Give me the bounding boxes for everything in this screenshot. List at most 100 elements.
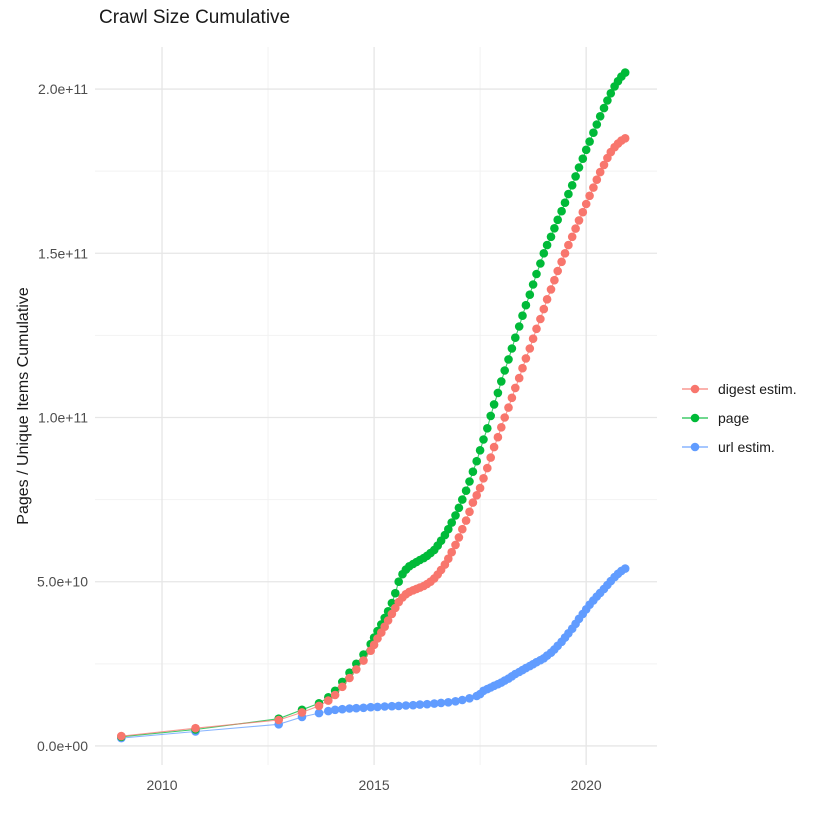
data-point-digest-estim [589, 183, 598, 192]
data-point-digest-estim [511, 383, 520, 393]
data-point-page [483, 424, 492, 433]
data-point-url-estim [324, 706, 333, 716]
data-point-digest-estim [504, 403, 513, 412]
data-point-page [468, 467, 478, 477]
data-point-page [394, 577, 404, 586]
data-point-digest-estim [479, 474, 488, 483]
data-point-digest-estim [507, 393, 517, 403]
data-point-digest-estim [500, 413, 510, 422]
data-point-digest-estim [345, 673, 354, 683]
grid-major [95, 47, 657, 765]
data-point-digest-estim [451, 540, 460, 550]
data-point-page [391, 588, 400, 598]
data-point-url-estim [408, 700, 418, 710]
y-axis-title: Pages / Unique Items Cumulative [15, 287, 32, 525]
data-point-digest-estim [571, 224, 580, 233]
data-point-digest-estim [338, 682, 347, 692]
data-point-digest-estim [330, 690, 340, 700]
x-tick-label: 2015 [359, 777, 390, 793]
data-point-url-estim [458, 695, 467, 705]
data-point-url-estim [430, 699, 439, 708]
data-point-page [479, 435, 488, 444]
data-point-page [500, 366, 510, 375]
data-point-digest-estim [536, 314, 545, 324]
data-point-page [528, 280, 538, 289]
data-point-page [599, 103, 609, 113]
data-point-digest-estim [532, 324, 541, 334]
data-point-page [542, 240, 552, 250]
data-point-page [511, 333, 520, 343]
data-point-page [550, 224, 559, 233]
data-point-page [518, 311, 527, 321]
data-point-page [560, 198, 570, 207]
data-point-digest-estim [117, 731, 126, 741]
data-point-digest-estim [542, 295, 552, 304]
axis-labels: 2010 2015 2020 0.0e+00 5.0e+10 1.0e+11 1.5e+11… [37, 81, 602, 793]
grid-minor [95, 47, 657, 765]
data-point-page [574, 163, 584, 172]
data-point-url-estim [401, 701, 411, 710]
data-point-digest-estim [274, 715, 284, 725]
data-point-digest-estim [447, 547, 457, 557]
data-point-digest-estim [620, 134, 630, 143]
data-point-page [585, 137, 594, 146]
data-point-digest-estim [359, 656, 368, 665]
data-point-digest-estim [352, 665, 361, 674]
data-point-digest-estim [497, 423, 506, 432]
y-tick-label: 2.0e+11 [38, 81, 88, 97]
data-point-page [521, 300, 531, 310]
data-point-digest-estim [454, 533, 464, 542]
data-point-digest-estim [521, 354, 531, 363]
legend-key-icon [682, 413, 708, 423]
data-point-page [497, 377, 506, 386]
data-point-url-estim [380, 702, 390, 711]
data-point-url-estim [465, 694, 474, 703]
y-tick-label: 1.0e+11 [38, 409, 88, 425]
data-point-page [475, 446, 485, 455]
data-point-page [472, 456, 482, 466]
data-point-digest-estim [472, 491, 482, 500]
data-point-page [539, 249, 549, 258]
data-point-page [454, 503, 464, 513]
data-point-page [603, 96, 612, 105]
data-point-digest-estim [444, 554, 453, 563]
data-point-page [444, 524, 453, 534]
data-point-url-estim [345, 704, 354, 713]
data-point-digest-estim [553, 266, 562, 276]
data-point-page [595, 112, 605, 121]
data-point-digest-estim [458, 524, 467, 534]
legend-item-page: page [680, 409, 797, 427]
data-point-digest-estim [578, 207, 588, 217]
data-point-digest-estim [585, 191, 594, 201]
data-point-url-estim [366, 702, 376, 712]
data-point-digest-estim [581, 199, 591, 209]
x-tick-label: 2020 [571, 777, 602, 793]
data-point-page [578, 154, 588, 163]
data-point-digest-estim [525, 344, 535, 353]
legend-key-icon [682, 384, 708, 394]
data-point-digest-estim [475, 483, 485, 493]
data-point-digest-estim [514, 373, 524, 383]
data-point-digest-estim [557, 257, 566, 267]
data-point-url-estim [338, 704, 347, 714]
data-point-digest-estim [567, 232, 577, 242]
data-point-page [620, 68, 630, 77]
y-tick-label: 0.0e+00 [37, 738, 88, 754]
data-point-digest-estim [528, 334, 538, 344]
data-point-page [536, 259, 545, 268]
data-point-page [486, 411, 496, 421]
data-point-url-estim [422, 699, 432, 709]
data-point-url-estim [415, 700, 425, 709]
data-point-digest-estim [486, 453, 496, 462]
data-point-digest-estim [599, 160, 609, 170]
data-point-url-estim [436, 698, 446, 708]
data-point-digest-estim [489, 442, 499, 452]
data-point-digest-estim [465, 507, 474, 517]
data-point-page [489, 400, 499, 409]
data-point-url-estim [444, 698, 453, 707]
data-point-url-estim [394, 701, 404, 711]
data-point-page [465, 477, 474, 486]
y-tick-label: 5.0e+10 [37, 574, 88, 590]
series-digest-estim [117, 134, 630, 741]
legend-item-url-estim: url estim. [680, 438, 797, 456]
